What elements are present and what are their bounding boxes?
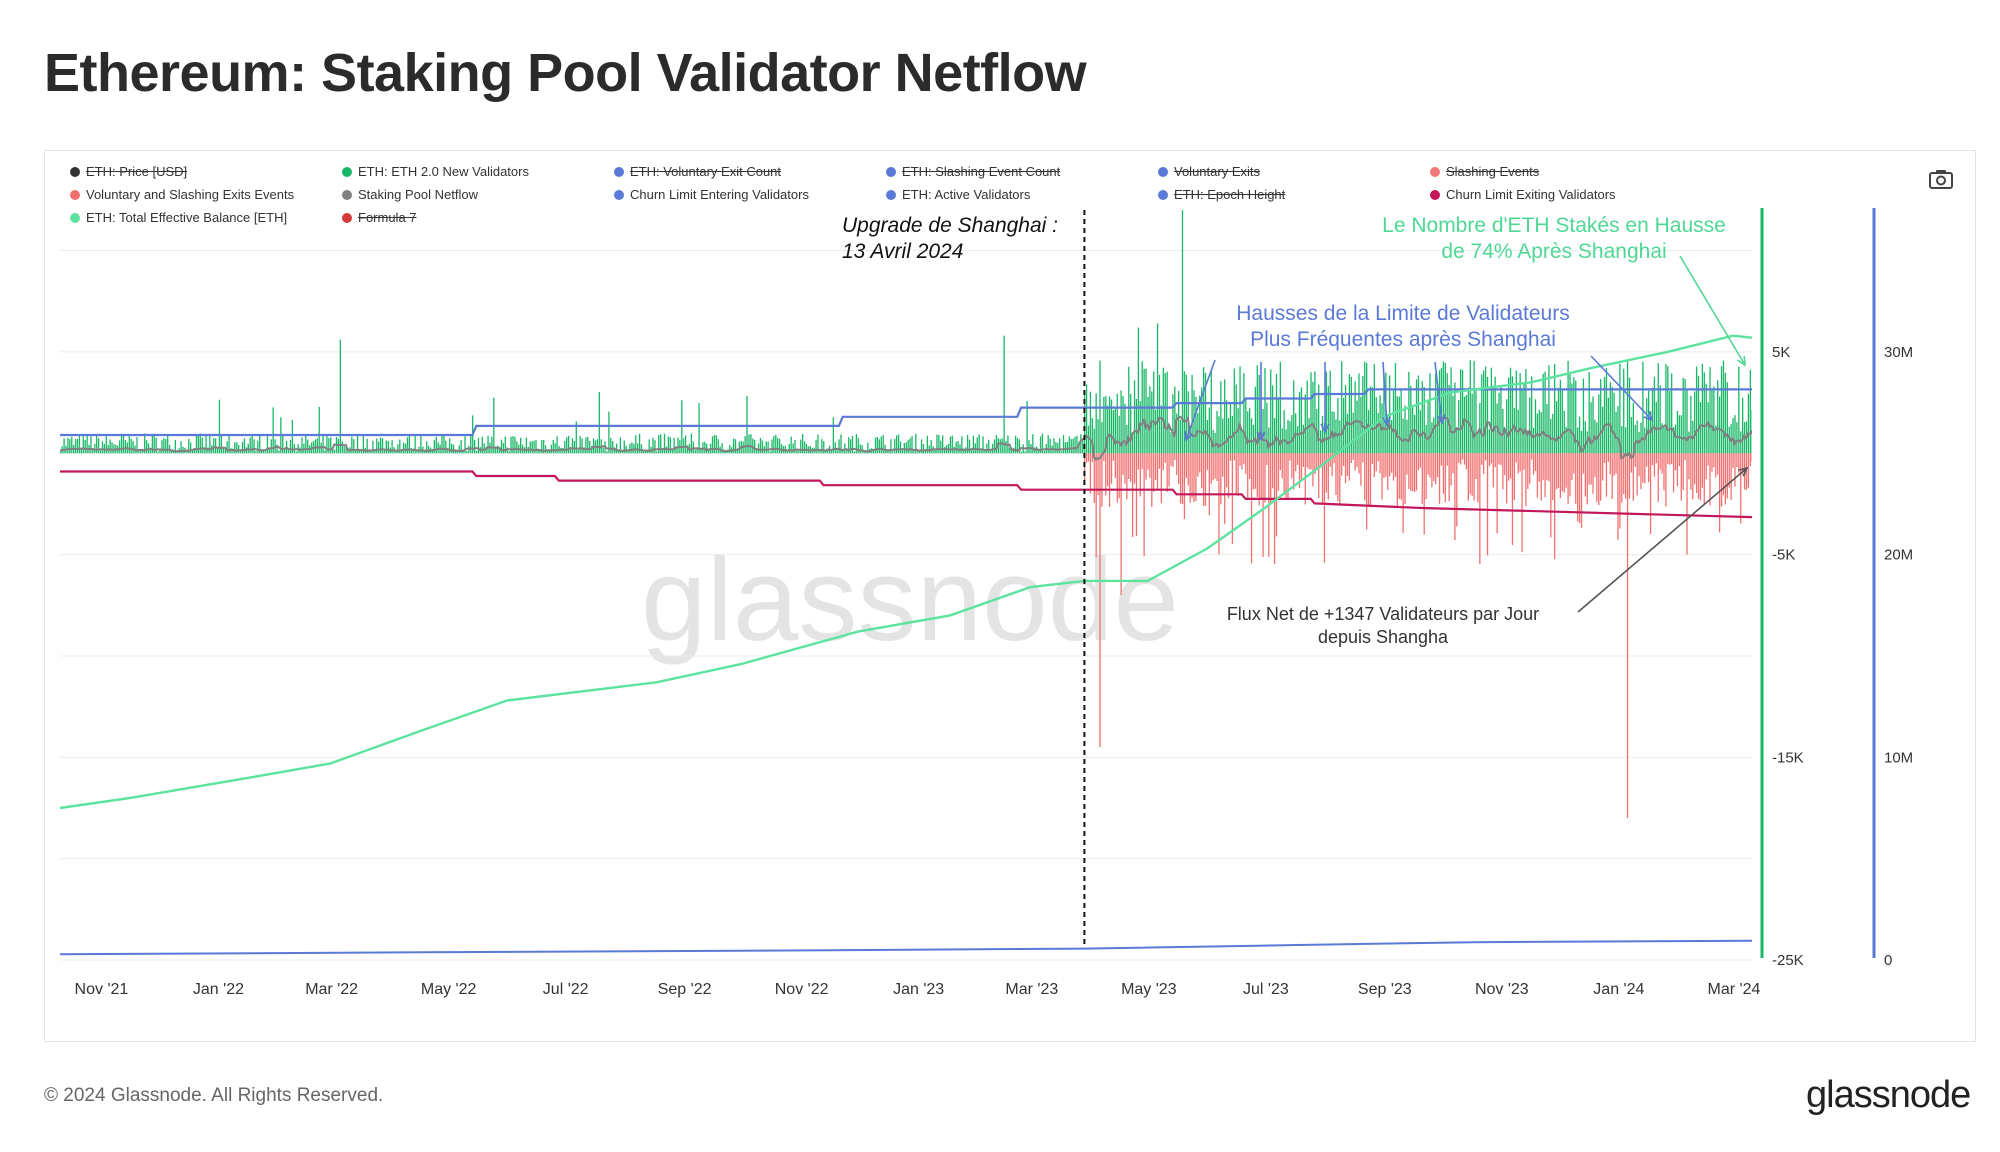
footer-logo: glassnode xyxy=(1806,1074,1971,1116)
legend-item[interactable]: ETH: Price [USD] xyxy=(70,164,187,179)
legend-item[interactable]: Churn Limit Entering Validators xyxy=(614,187,809,202)
legend-label: Churn Limit Entering Validators xyxy=(630,187,809,202)
legend-dot-icon xyxy=(70,166,80,177)
legend-label: Voluntary Exits xyxy=(1174,164,1260,179)
chart-panel xyxy=(44,150,1976,1042)
legend-dot-icon xyxy=(1430,166,1440,177)
legend-dot-icon xyxy=(70,212,80,223)
legend-dot-icon xyxy=(342,166,352,177)
legend-label: ETH: Voluntary Exit Count xyxy=(630,164,782,179)
legend-item[interactable]: Staking Pool Netflow xyxy=(342,187,478,202)
legend-label: ETH: Price [USD] xyxy=(86,164,188,179)
legend-label: Slashing Events xyxy=(1446,164,1540,179)
legend-item[interactable]: ETH: Epoch Height xyxy=(1158,187,1285,202)
legend-dot-icon xyxy=(1158,166,1168,177)
camera-icon[interactable] xyxy=(1928,168,1954,190)
legend-item[interactable]: ETH: ETH 2.0 New Validators xyxy=(342,164,529,179)
legend-item[interactable]: ETH: Voluntary Exit Count xyxy=(614,164,781,179)
legend-label: Staking Pool Netflow xyxy=(358,187,478,202)
legend-dot-icon xyxy=(70,189,80,200)
legend-label: ETH: ETH 2.0 New Validators xyxy=(358,164,529,179)
legend-label: ETH: Total Effective Balance [ETH] xyxy=(86,210,288,225)
legend-item[interactable]: Churn Limit Exiting Validators xyxy=(1430,187,1616,202)
legend-item[interactable]: ETH: Slashing Event Count xyxy=(886,164,1060,179)
legend-dot-icon xyxy=(1158,189,1168,200)
legend-label: Churn Limit Exiting Validators xyxy=(1446,187,1616,202)
legend-item[interactable]: Voluntary and Slashing Exits Events xyxy=(70,187,294,202)
legend-item[interactable]: ETH: Active Validators xyxy=(886,187,1030,202)
footer-copyright: © 2024 Glassnode. All Rights Reserved. xyxy=(44,1085,384,1106)
legend-dot-icon xyxy=(614,189,624,200)
legend-item[interactable]: Voluntary Exits xyxy=(1158,164,1260,179)
page-title: Ethereum: Staking Pool Validator Netflow xyxy=(44,43,1087,103)
legend-dot-icon xyxy=(886,189,896,200)
legend-item[interactable]: Formula 7 xyxy=(342,210,417,225)
legend-dot-icon xyxy=(614,166,624,177)
legend-label: Voluntary and Slashing Exits Events xyxy=(86,187,295,202)
legend-dot-icon xyxy=(1430,189,1440,200)
legend-label: ETH: Active Validators xyxy=(902,187,1031,202)
legend-item[interactable]: ETH: Total Effective Balance [ETH] xyxy=(70,210,287,225)
legend-item[interactable]: Slashing Events xyxy=(1430,164,1539,179)
legend-label: ETH: Epoch Height xyxy=(1174,187,1286,202)
legend-dot-icon xyxy=(342,212,352,223)
legend-label: Formula 7 xyxy=(358,210,417,225)
legend-dot-icon xyxy=(886,166,896,177)
legend-label: ETH: Slashing Event Count xyxy=(902,164,1061,179)
legend-dot-icon xyxy=(342,189,352,200)
